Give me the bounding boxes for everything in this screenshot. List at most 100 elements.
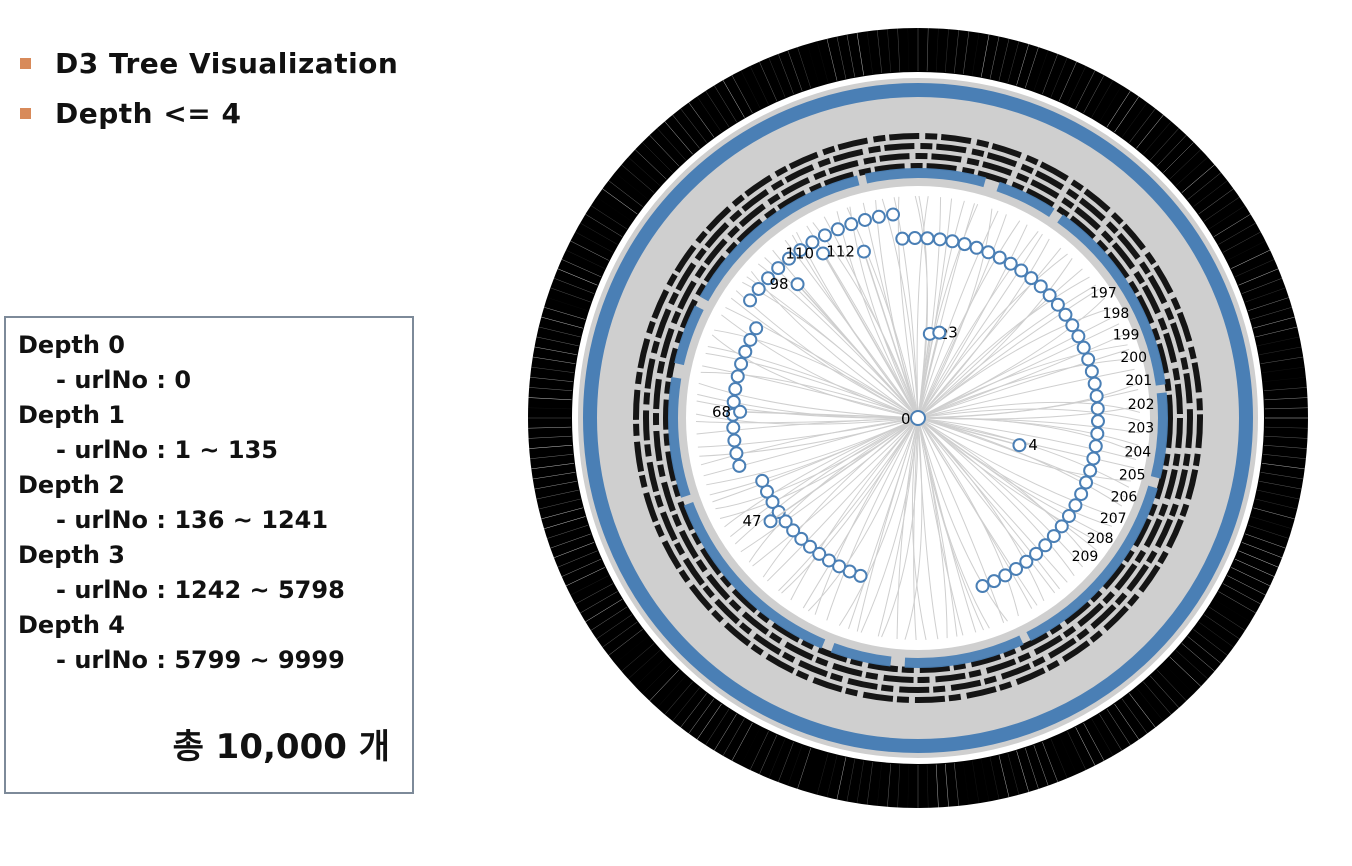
tree-link: [725, 307, 919, 419]
tree-node: [1050, 297, 1065, 312]
label-gap-mark: [1257, 336, 1300, 347]
tree-link: [917, 333, 931, 419]
label-gap-mark: [528, 426, 572, 429]
tree-node: [786, 523, 801, 538]
label-gap-mark: [534, 346, 577, 356]
label-gap-mark: [536, 336, 579, 347]
tree-link: [917, 417, 1060, 590]
label-gap-mark: [547, 297, 589, 312]
tree-link: [917, 253, 1068, 419]
depth-3-range: - urlNo : 1242 ~ 5798: [56, 576, 345, 604]
tree-link: [917, 408, 1141, 421]
label-gap-mark: [561, 558, 602, 577]
label-gap-mark: [1234, 558, 1275, 577]
tree-link: [917, 388, 1139, 419]
tree-node: [1024, 271, 1039, 286]
label-gap-mark: [1253, 316, 1295, 329]
label-gap-mark: [688, 102, 715, 138]
label-gap-mark: [768, 57, 786, 98]
label-gap-mark: [944, 29, 949, 73]
tree-node: [743, 293, 758, 308]
tree-node: [857, 212, 872, 227]
label-gap-mark: [1231, 249, 1271, 269]
depth-3-label-ring: [633, 133, 1203, 703]
tree-link: [896, 417, 919, 640]
tree-link: [740, 417, 919, 553]
tree-node: [975, 579, 990, 594]
tree-link: [917, 368, 1135, 419]
tree-node: [765, 495, 780, 509]
depth-3-title: Depth 3: [18, 541, 125, 569]
label-gap-mark: [935, 28, 939, 72]
label-gap-mark: [649, 669, 680, 702]
label-gap-mark: [664, 681, 693, 715]
label-gap-mark: [1193, 180, 1228, 207]
tree-link: [917, 210, 999, 419]
tree-node: [1054, 519, 1069, 534]
tree-link: [917, 358, 1133, 419]
label-gap-mark: [532, 472, 576, 480]
tree-link: [778, 417, 919, 592]
tree-node: [726, 420, 741, 435]
tree-link: [706, 417, 919, 486]
label-gap-mark: [836, 757, 847, 800]
node-label-207: 207: [1100, 511, 1127, 527]
label-gap-mark: [543, 306, 586, 320]
node-label-204: 204: [1124, 444, 1151, 460]
label-gap-mark: [1203, 196, 1240, 222]
tree-node: [832, 559, 847, 574]
label-gap-mark: [634, 149, 667, 180]
tree-link: [917, 417, 1131, 482]
tree-link: [863, 251, 919, 419]
label-gap-mark: [550, 533, 591, 549]
tree-node: [1083, 463, 1098, 478]
label-gap-mark: [1259, 346, 1302, 356]
tree-link: [762, 417, 919, 578]
bullet-square-icon: [20, 107, 31, 119]
label-gap-mark: [528, 407, 572, 410]
bullet-item-title: D3 Tree Visualization: [20, 38, 398, 88]
label-gap-mark: [621, 643, 655, 672]
tree-node: [817, 228, 832, 243]
label-gap-mark: [534, 480, 577, 490]
tree-node: [728, 382, 743, 397]
tree-node: [1042, 288, 1057, 303]
tree-node: [738, 344, 753, 359]
tree-link: [917, 268, 1083, 419]
node-label-110: 110: [785, 244, 814, 262]
label-gap-mark: [1222, 583, 1261, 605]
label-gap-mark: [972, 760, 980, 804]
tree-node: [1068, 498, 1083, 513]
tree-node: [727, 433, 742, 448]
tree-node: [805, 235, 820, 250]
label-gap-mark: [1033, 745, 1049, 786]
label-gap-mark: [1099, 713, 1122, 751]
label-gap-mark: [731, 722, 753, 761]
bullet-label: D3 Tree Visualization: [55, 46, 399, 80]
tree-link: [802, 417, 919, 609]
label-gap-mark: [530, 376, 573, 382]
label-gap-mark: [954, 30, 960, 73]
depth-0-title: Depth 0: [18, 331, 125, 359]
label-gap-mark: [846, 759, 856, 802]
label-gap-mark: [680, 693, 707, 728]
label-gap-mark: [1067, 731, 1087, 771]
label-gap-mark: [1263, 454, 1306, 460]
label-gap-mark: [1083, 75, 1105, 114]
tree-link: [917, 417, 977, 633]
tree-link: [917, 238, 1050, 419]
node-label-202: 202: [1128, 397, 1155, 413]
label-gap-mark: [656, 675, 686, 708]
label-gap-mark: [705, 90, 730, 128]
node-label-208: 208: [1087, 531, 1114, 547]
label-gap-mark: [1099, 85, 1122, 123]
tree-link: [781, 417, 919, 594]
label-gap-mark: [1114, 703, 1140, 740]
label-gap-mark: [1106, 90, 1131, 128]
tree-node: [1014, 263, 1029, 278]
label-gap-mark: [1227, 575, 1266, 596]
tree-node: [1081, 352, 1096, 367]
label-gap-mark: [1091, 718, 1114, 756]
node-label-98: 98: [769, 275, 788, 293]
tree-node: [998, 568, 1013, 583]
